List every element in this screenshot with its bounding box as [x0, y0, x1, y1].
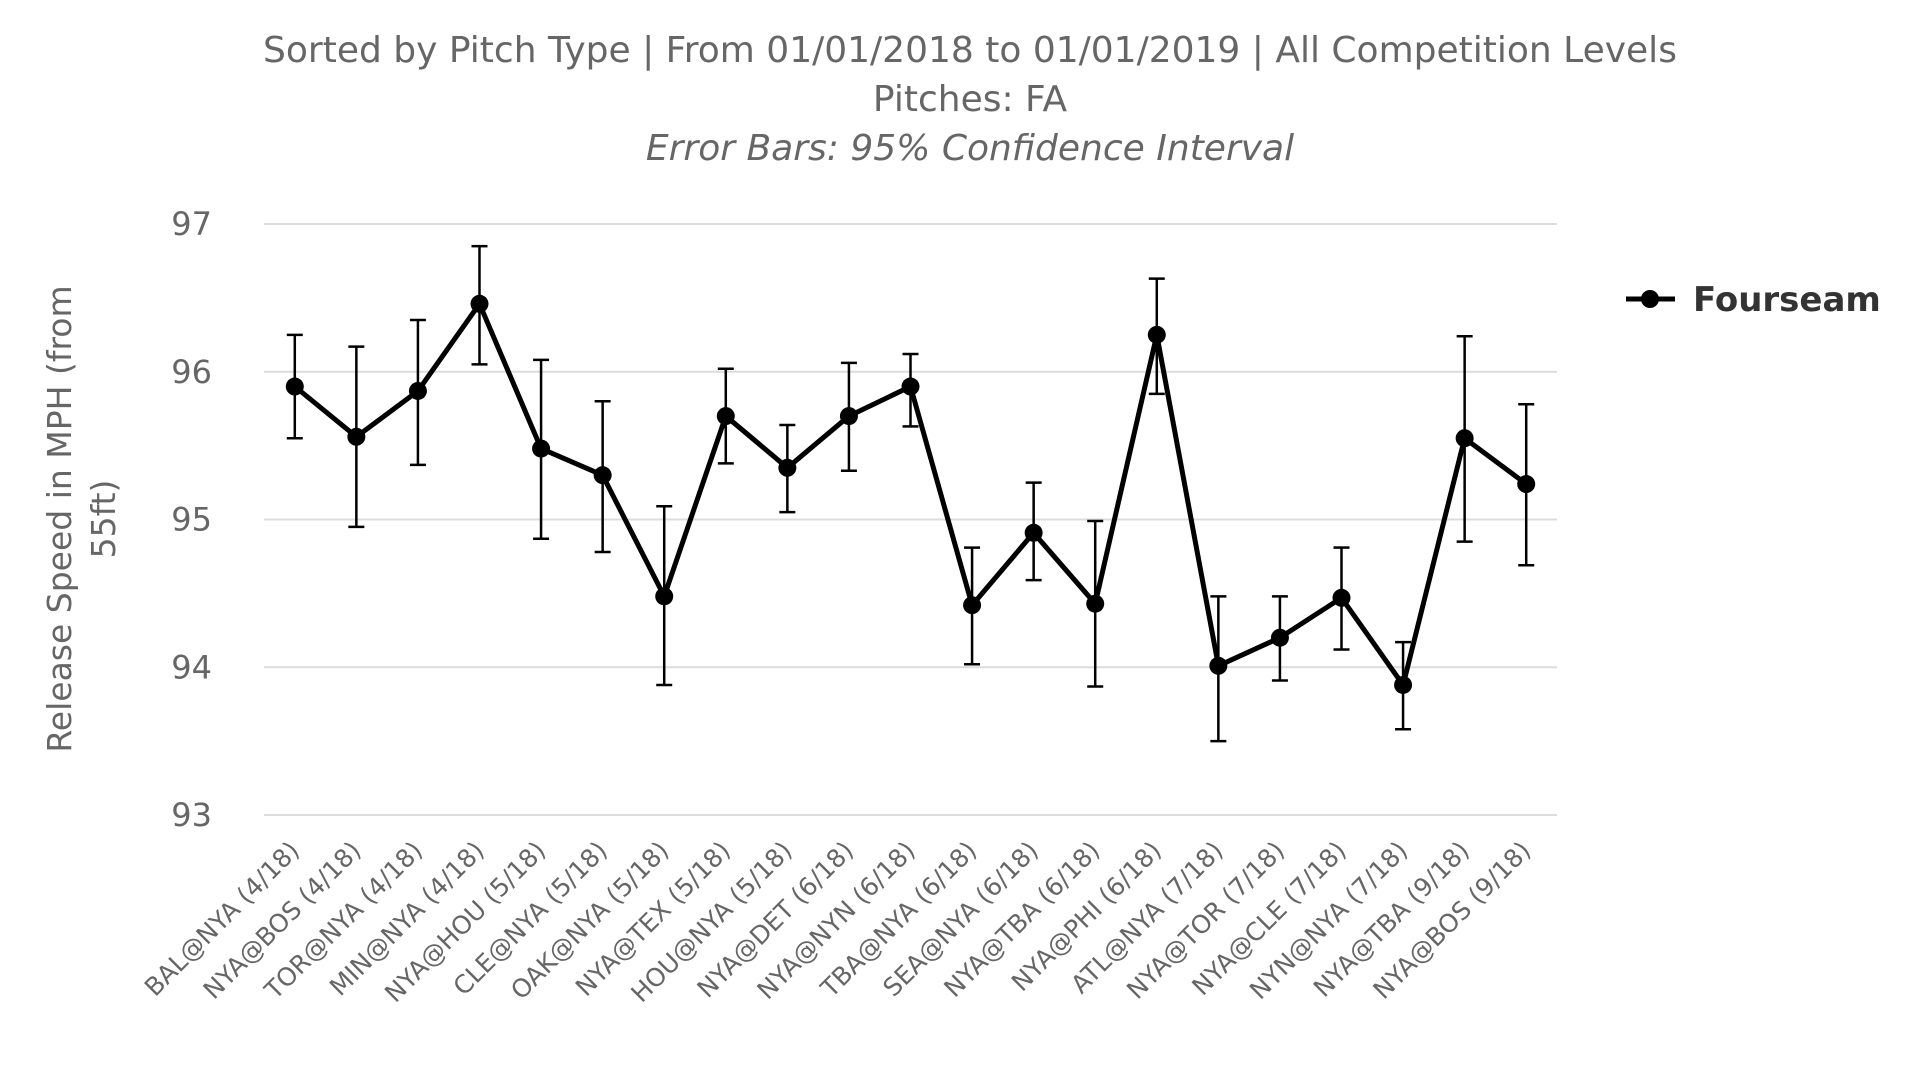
y-tick-label: 95 [171, 501, 212, 539]
data-point[interactable] [716, 407, 735, 426]
y-axis-ticks: 93 94 95 96 97 [171, 205, 212, 834]
y-tick-label: 94 [171, 648, 212, 686]
data-point[interactable] [901, 377, 920, 396]
data-point[interactable] [778, 458, 797, 477]
data-point[interactable] [1209, 656, 1228, 675]
data-point[interactable] [1270, 628, 1289, 647]
data-point[interactable] [963, 596, 982, 615]
data-point[interactable] [1394, 675, 1413, 694]
x-axis-labels: BAL@NYA (4/18)NYA@BOS (4/18)TOR@NYA (4/1… [139, 836, 1537, 1008]
y-axis-title-line1: Release Speed in MPH (from [40, 285, 79, 752]
data-point[interactable] [839, 407, 858, 426]
chart-pitches-label: Pitches: FA [873, 79, 1068, 120]
y-tick-label: 97 [171, 205, 212, 243]
data-point[interactable] [347, 427, 366, 446]
data-point[interactable] [285, 377, 304, 396]
y-axis-title: Release Speed in MPH (from 55ft) [40, 285, 123, 752]
data-point[interactable] [470, 294, 489, 313]
data-point[interactable] [655, 587, 674, 606]
data-point[interactable] [1024, 523, 1043, 542]
data-point[interactable] [1332, 588, 1351, 607]
data-points [285, 294, 1536, 694]
y-axis-title-line2: 55ft) [84, 480, 123, 559]
data-point[interactable] [1086, 594, 1105, 613]
data-point[interactable] [408, 381, 427, 400]
data-point[interactable] [1147, 325, 1166, 344]
legend-dot-marker [1641, 290, 1659, 308]
legend-label-fourseam: Fourseam [1693, 280, 1881, 320]
y-tick-label: 96 [171, 353, 212, 391]
y-tick-label: 93 [171, 796, 212, 834]
gridlines [264, 223, 1557, 816]
data-point[interactable] [593, 466, 612, 485]
data-point[interactable] [1455, 429, 1474, 448]
data-point[interactable] [1517, 475, 1536, 494]
chart-title: Sorted by Pitch Type | From 01/01/2018 t… [263, 30, 1677, 71]
data-point[interactable] [532, 439, 551, 458]
chart-subtitle: Error Bars: 95% Confidence Interval [646, 128, 1294, 169]
legend[interactable]: Fourseam [1626, 280, 1881, 320]
